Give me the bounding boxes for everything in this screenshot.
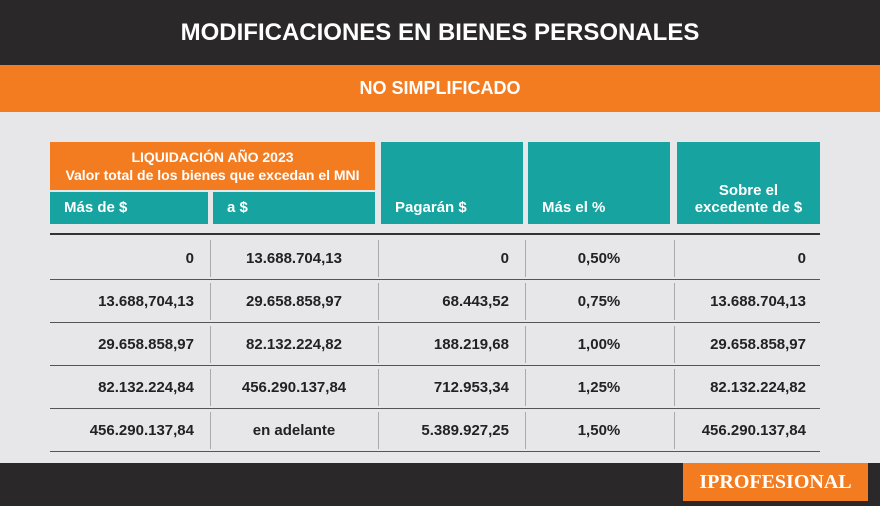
column-divider: [674, 326, 675, 363]
column-divider: [674, 240, 675, 277]
table-cell: 13.688,704,13: [98, 293, 194, 310]
table-cell: 29.658.858,97: [246, 293, 342, 310]
column-divider: [674, 283, 675, 320]
column-divider: [674, 369, 675, 406]
column-divider: [674, 412, 675, 449]
column-divider: [210, 283, 211, 320]
header-rule: [50, 233, 820, 235]
row-rule: [50, 365, 820, 366]
table-cell: 68.443,52: [442, 293, 509, 310]
subtitle: NO SIMPLIFICADO: [0, 65, 880, 112]
column-divider: [525, 283, 526, 320]
title: MODIFICACIONES EN BIENES PERSONALES: [0, 0, 880, 65]
column-divider: [378, 283, 379, 320]
table-cell: 712.953,34: [433, 379, 509, 396]
table-cell: 456.290.137,84: [241, 379, 347, 396]
table-cell: 0: [797, 250, 806, 267]
column-divider: [378, 369, 379, 406]
row-rule: [50, 408, 820, 409]
column-divider: [210, 326, 211, 363]
table-cell: 82.132.224,82: [710, 379, 806, 396]
table-cell: 13.688.704,13: [710, 293, 806, 310]
column-header: a $: [213, 192, 375, 224]
table-cell: 13.688.704,13: [246, 250, 342, 267]
table-cell: 1,50%: [577, 422, 621, 439]
column-header: Sobre el excedente de $: [677, 142, 820, 224]
group-header-line: Valor total de los bienes que excedan el…: [65, 167, 360, 183]
column-divider: [210, 369, 211, 406]
table-cell: 188.219,68: [433, 336, 509, 353]
column-divider: [525, 240, 526, 277]
column-divider: [210, 412, 211, 449]
table-cell: 29.658.858,97: [98, 336, 194, 353]
table-cell: 0,75%: [577, 293, 621, 310]
table-cell: 1,25%: [577, 379, 621, 396]
column-divider: [525, 412, 526, 449]
table-cell: 0: [185, 250, 194, 267]
column-header: Más de $: [50, 192, 208, 224]
table-cell: 82.132.224,84: [98, 379, 194, 396]
column-divider: [378, 412, 379, 449]
table-cell: 0,50%: [577, 250, 621, 267]
table-cell: 456.290.137,84: [701, 422, 806, 439]
table-cell: 82.132.224,82: [246, 336, 342, 353]
table-cell: 456.290.137,84: [89, 422, 194, 439]
table-cell: 1,00%: [577, 336, 621, 353]
group-header-line: LIQUIDACIÓN AÑO 2023: [131, 149, 294, 165]
group-header: LIQUIDACIÓN AÑO 2023 Valor total de los …: [50, 142, 375, 190]
column-divider: [378, 326, 379, 363]
row-rule: [50, 279, 820, 280]
column-divider: [378, 240, 379, 277]
table-cell: 29.658.858,97: [710, 336, 806, 353]
table-cell: 5.389.927,25: [421, 422, 509, 439]
table-cell: 0: [500, 250, 509, 267]
column-header: Más el %: [528, 142, 670, 224]
table-cell: en adelante: [252, 422, 336, 439]
row-rule: [50, 451, 820, 452]
row-rule: [50, 322, 820, 323]
column-header: Pagarán $: [381, 142, 523, 224]
column-divider: [210, 240, 211, 277]
column-divider: [525, 326, 526, 363]
column-divider: [525, 369, 526, 406]
brand-logo: IPROFESIONAL: [683, 463, 868, 501]
